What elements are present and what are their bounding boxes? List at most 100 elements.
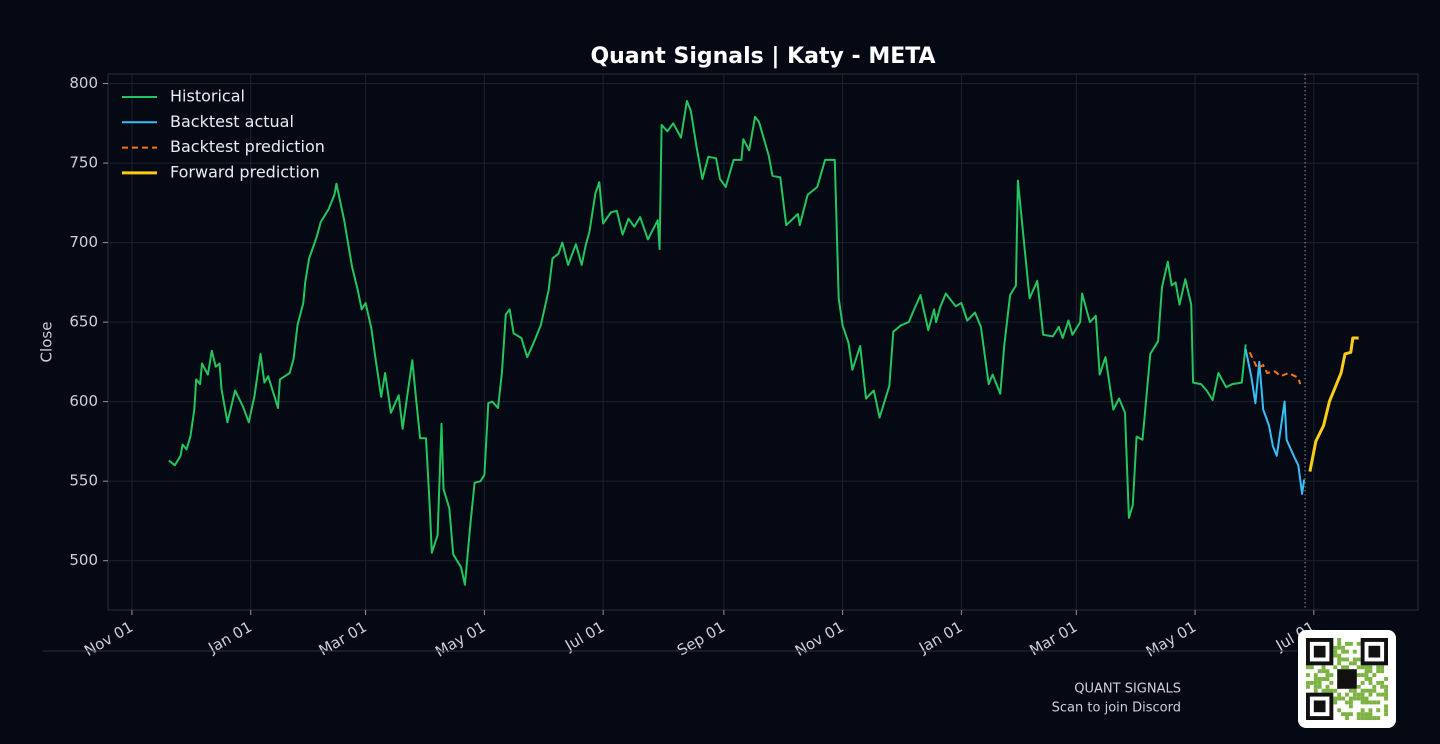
y-tick-label: 500: [69, 551, 98, 569]
qr-cell: [1368, 688, 1373, 693]
qr-cell: [1380, 680, 1385, 685]
qr-cell: [1345, 649, 1349, 654]
qr-cell: [1348, 641, 1353, 646]
qr-cell: [1364, 673, 1369, 678]
qr-cell: [1337, 657, 1342, 662]
qr-cell: [1360, 688, 1365, 693]
qr-cell: [1325, 669, 1330, 674]
qr-cell: [1376, 716, 1381, 720]
footer-caption: Scan to join Discord: [1052, 701, 1181, 716]
qr-cell: [1333, 700, 1338, 705]
qr-cell: [1333, 645, 1338, 650]
qr-cell: [1325, 673, 1330, 678]
qr-cell: [1337, 645, 1342, 650]
qr-cell: [1325, 684, 1330, 689]
qr-cell: [1317, 677, 1322, 681]
qr-cell: [1364, 716, 1369, 720]
legend-label: Backtest actual: [170, 112, 294, 131]
qr-cell: [1348, 696, 1353, 701]
qr-cell: [1360, 696, 1365, 701]
qr-cell: [1380, 665, 1385, 670]
qr-cell: [1372, 716, 1377, 720]
qr-cell: [1356, 657, 1361, 662]
qr-cell: [1368, 677, 1373, 681]
qr-cell: [1337, 696, 1342, 701]
qr-cell: [1364, 669, 1369, 674]
qr-cell: [1360, 700, 1365, 705]
qr-cell: [1364, 696, 1369, 701]
legend-label: Historical: [170, 87, 245, 106]
qr-cell: [1348, 700, 1353, 705]
qr-cell: [1364, 677, 1369, 681]
series-line: [1308, 336, 1359, 472]
qr-cell: [1341, 645, 1346, 650]
qr-cell: [1345, 712, 1349, 717]
qr-cell: [1313, 677, 1318, 681]
y-tick-label: 800: [69, 74, 98, 92]
qr-cell: [1364, 665, 1369, 670]
qr-cell: [1352, 649, 1357, 654]
qr-cell: [1341, 657, 1346, 662]
qr-cell: [1376, 665, 1381, 670]
qr-cell: [1317, 684, 1322, 689]
qr-cell: [1345, 665, 1349, 670]
qr-cell: [1341, 696, 1346, 701]
qr-cell: [1341, 712, 1346, 717]
qr-cell: [1384, 696, 1388, 701]
qr-cell: [1313, 673, 1318, 678]
series-line: [1244, 349, 1306, 495]
qr-cell: [1329, 688, 1334, 693]
qr-cell: [1333, 649, 1338, 654]
y-axis-label: Close: [38, 322, 56, 363]
series-line: [168, 100, 1247, 586]
qr-cell: [1360, 673, 1365, 678]
qr-cell: [1372, 700, 1377, 705]
qr-cell: [1313, 688, 1318, 693]
qr-cell: [1368, 712, 1373, 717]
qr-cell: [1337, 641, 1342, 646]
qr-cell: [1337, 653, 1342, 658]
qr-cell: [1360, 708, 1365, 713]
qr-cell: [1364, 712, 1369, 717]
qr-cell: [1352, 688, 1357, 693]
qr-cell: [1356, 673, 1361, 678]
qr-cell: [1348, 688, 1353, 693]
qr-cell: [1309, 680, 1314, 685]
qr-cell: [1376, 708, 1381, 713]
qr-cell: [1329, 680, 1334, 685]
qr-cell: [1345, 700, 1349, 705]
qr-cell: [1321, 669, 1326, 674]
qr-cell: [1360, 712, 1365, 717]
qr-cell: [1368, 692, 1373, 697]
qr-cell: [1356, 692, 1361, 697]
qr-cell: [1376, 669, 1381, 674]
qr-cell: [1356, 684, 1361, 689]
qr-cell: [1364, 688, 1369, 693]
qr-logo: [1337, 669, 1357, 689]
qr-cell: [1376, 700, 1381, 705]
qr-cell: [1329, 673, 1334, 678]
qr-cell: [1372, 684, 1377, 689]
qr-cell: [1360, 665, 1365, 670]
y-tick-label: 600: [69, 392, 98, 410]
qr-cell: [1337, 708, 1342, 713]
qr-cell: [1306, 665, 1310, 670]
qr-cell: [1384, 704, 1388, 709]
qr-cell: [1313, 684, 1318, 689]
y-tick-label: 700: [69, 233, 98, 251]
qr-cell: [1306, 684, 1310, 689]
qr-cell: [1372, 688, 1377, 693]
qr-cell: [1384, 688, 1388, 693]
chart-title: Quant Signals | Katy - META: [590, 44, 935, 69]
qr-cell: [1345, 692, 1349, 697]
qr-cell: [1368, 716, 1373, 720]
series-line: [1248, 351, 1302, 385]
qr-cell: [1345, 641, 1349, 646]
qr-cell: [1368, 708, 1373, 713]
qr-cell: [1337, 638, 1342, 642]
qr-cell: [1333, 688, 1338, 693]
qr-cell: [1368, 680, 1373, 685]
qr-cell: [1384, 708, 1388, 713]
qr-cell: [1380, 684, 1385, 689]
